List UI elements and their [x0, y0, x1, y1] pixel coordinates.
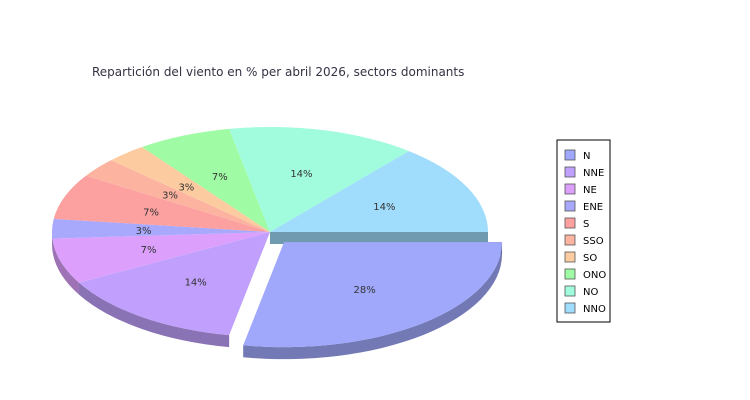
slice-label-nne: 14% — [185, 277, 207, 288]
legend-swatch-so — [564, 251, 576, 263]
legend-label-so: SO — [583, 253, 597, 264]
slice-label-ne: 7% — [141, 245, 157, 256]
legend-swatch-ne — [564, 183, 576, 195]
slice-label-nno: 14% — [373, 202, 395, 213]
pie-slice-s — [53, 175, 270, 232]
slice-label-n: 28% — [354, 285, 376, 296]
legend-swatch-ene — [564, 200, 576, 212]
legend: N NNE NE ENE S SSO SO ONO NO NNO — [556, 139, 611, 323]
pie-slice-nne — [78, 232, 270, 336]
pie-slice-sso — [85, 160, 270, 232]
pie-slice-n — [243, 242, 503, 348]
chart-title: Repartición del viento en % per abril 20… — [92, 65, 464, 79]
pie-wall-nno — [270, 232, 488, 244]
slice-label-so: 3% — [178, 182, 194, 193]
legend-label-nne: NNE — [583, 168, 604, 179]
legend-label-ene: ENE — [583, 202, 603, 213]
pie-slice-so — [111, 147, 270, 232]
pie-side-ne — [52, 238, 79, 295]
legend-label-ono: ONO — [583, 270, 606, 281]
pie-side-n — [243, 242, 503, 360]
slice-label-no: 14% — [290, 169, 312, 180]
legend-swatch-ono — [564, 268, 576, 280]
legend-label-n: N — [583, 151, 590, 162]
pie-slice-ne — [52, 232, 270, 283]
pie-slice-ono — [141, 128, 270, 232]
legend-label-no: NO — [583, 287, 598, 298]
legend-swatch-n — [564, 149, 576, 161]
legend-swatch-sso — [564, 234, 576, 246]
legend-label-sso: SSO — [583, 236, 604, 247]
legend-label-s: S — [583, 219, 589, 230]
pie-slice-nno — [270, 151, 488, 232]
legend-swatch-no — [564, 285, 576, 297]
pie-slice-no — [229, 126, 409, 232]
slice-label-ene: 3% — [136, 226, 152, 237]
slice-label-sso: 3% — [162, 191, 178, 202]
pie-labels: 28%14%7%3%7%3%3%7% 14%14% — [136, 169, 396, 296]
pie-tops — [51, 126, 503, 348]
legend-swatch-nne — [564, 166, 576, 178]
slice-label-s: 7% — [143, 207, 159, 218]
pie-side-nne — [78, 282, 230, 348]
slice-label-ono: 7% — [212, 172, 228, 183]
legend-swatch-s — [564, 217, 576, 229]
legend-swatch-nno — [564, 302, 576, 314]
legend-label-ne: NE — [583, 185, 597, 196]
legend-label-nno: NNO — [583, 304, 606, 315]
pie-slice-ene — [51, 218, 270, 239]
